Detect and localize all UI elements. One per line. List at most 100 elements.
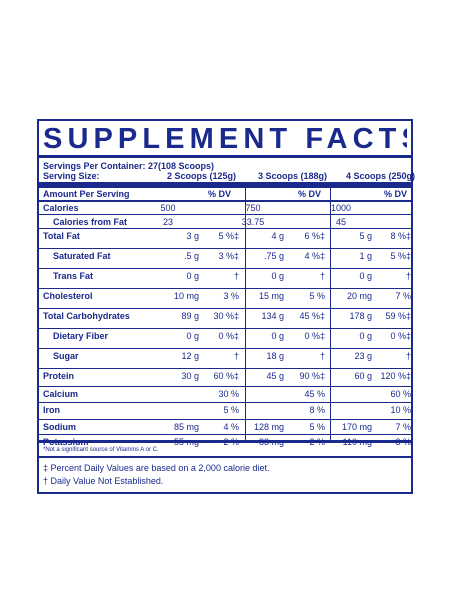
dv-cell: 60 %‡: [213, 371, 239, 381]
amount-cell: 23: [162, 217, 173, 227]
serving-size-2-scoops: 2 Scoops (125g): [167, 171, 237, 181]
dv-cell: 90 %‡: [299, 371, 325, 381]
amount-cell: 4 g: [271, 231, 284, 241]
dv-header-col2: % DV: [297, 189, 321, 199]
amount-cell: 0 g: [186, 331, 199, 341]
amount-cell: 89 g: [181, 311, 199, 321]
footnote-dv-not-established: † Daily Value Not Established.: [43, 476, 164, 486]
amount-cell: 178 g: [349, 311, 372, 321]
row-separator: [39, 348, 411, 349]
amount-cell: 0 g: [271, 331, 284, 341]
dv-cell: 3 %‡: [218, 251, 239, 261]
nutrient-name: Trans Fat: [53, 271, 94, 281]
dv-cell: 5 %: [309, 291, 325, 301]
dv-cell: 0 %‡: [218, 331, 239, 341]
nutrient-name: Dietary Fiber: [53, 331, 109, 341]
amount-cell: 10 mg: [173, 291, 199, 301]
amount-cell: 0 g: [186, 271, 199, 281]
amount-cell: 33.75: [241, 217, 265, 227]
amount-cell: 45 g: [266, 371, 284, 381]
dv-cell: 5 %: [309, 422, 325, 432]
dv-cell: †: [405, 271, 411, 281]
serving-size-4-scoops: 4 Scoops (250g): [346, 171, 416, 181]
dv-cell: 45 %: [304, 389, 325, 399]
dv-cell: 0 %‡: [390, 331, 411, 341]
amount-per-serving: Amount Per Serving: [43, 189, 130, 199]
dv-header-col1: % DV: [207, 189, 231, 199]
column-divider-1: [245, 183, 246, 440]
amount-cell: 0 g: [359, 271, 372, 281]
nutrient-name: Protein: [43, 371, 75, 381]
amount-cell: 1 g: [359, 251, 372, 261]
footnote-percent-dv: ‡ Percent Daily Values are based on a 2,…: [43, 463, 270, 473]
nutrient-name: Calories from Fat: [53, 217, 128, 227]
amount-cell: 750: [245, 203, 261, 213]
row-separator: [39, 434, 411, 435]
dv-cell: 120 %‡: [380, 371, 411, 381]
dv-cell: 59 %‡: [385, 311, 411, 321]
amount-cell: 170 mg: [341, 422, 372, 432]
dv-cell: †: [233, 351, 239, 361]
amount-cell: 30 g: [181, 371, 199, 381]
amount-cell: 15 mg: [258, 291, 284, 301]
dv-cell: †: [233, 271, 239, 281]
amount-cell: 134 g: [261, 311, 284, 321]
row-separator: [39, 268, 411, 269]
dv-cell: 3 %: [223, 291, 239, 301]
row-separator: [39, 402, 411, 403]
row-separator: [39, 214, 411, 215]
dv-cell: †: [319, 351, 325, 361]
dv-cell: 4 %: [223, 422, 239, 432]
nutrient-name: Calories: [43, 203, 79, 213]
dv-cell: 8 %‡: [390, 231, 411, 241]
nutrient-name: Saturated Fat: [53, 251, 111, 261]
amount-cell: 45: [335, 217, 346, 227]
amount-cell: .5 g: [183, 251, 199, 261]
amount-cell: 18 g: [266, 351, 284, 361]
header-rule: [39, 200, 411, 202]
nutrient-name: Total Fat: [43, 231, 80, 241]
nutrient-name: Cholesterol: [43, 291, 93, 301]
dv-cell: 8 %: [309, 405, 325, 415]
column-divider-2: [330, 183, 331, 440]
row-separator: [39, 248, 411, 249]
amount-cell: .75 g: [263, 251, 284, 261]
amount-cell: 23 g: [354, 351, 372, 361]
row-separator: [39, 288, 411, 289]
row-separator: [39, 308, 411, 309]
serving-size-3-scoops: 3 Scoops (188g): [258, 171, 328, 181]
nutrient-name: Total Carbohydrates: [43, 311, 130, 321]
row-separator: [39, 328, 411, 329]
row-separator: [39, 228, 411, 229]
amount-cell: 85 mg: [173, 422, 199, 432]
dv-cell: 6 %‡: [304, 231, 325, 241]
supplement-facts-panel: SUPPLEMENT FACTS Servings Per Container:…: [37, 119, 416, 494]
amount-cell: 60 g: [354, 371, 372, 381]
dv-cell: 0 %‡: [304, 331, 325, 341]
dv-cell: †: [405, 351, 411, 361]
serving-size-label: Serving Size:: [43, 171, 100, 181]
nutrient-name: Sugar: [53, 351, 79, 361]
row-separator: [39, 419, 411, 420]
dv-cell: 7 %: [395, 422, 411, 432]
nutrient-name: Iron: [43, 405, 60, 415]
dv-cell: 5 %‡: [218, 231, 239, 241]
dv-header-col3: % DV: [383, 189, 407, 199]
row-separator: [39, 368, 411, 369]
servings-per-container: Servings Per Container: 27(108 Scoops): [43, 161, 215, 171]
dv-cell: 30 %: [218, 389, 239, 399]
amount-cell: 0 g: [359, 331, 372, 341]
bottom-rule: [39, 440, 411, 443]
footnote-rule: [39, 456, 411, 458]
dv-cell: †: [319, 271, 325, 281]
amount-cell: 1000: [330, 203, 352, 213]
dv-cell: 45 %‡: [299, 311, 325, 321]
dv-cell: 4 %‡: [304, 251, 325, 261]
dv-cell: 5 %‡: [390, 251, 411, 261]
nutrient-name: Sodium: [43, 422, 76, 432]
panel-title: SUPPLEMENT FACTS: [43, 123, 407, 155]
amount-cell: 12 g: [181, 351, 199, 361]
not-significant-note: *Not a significant source of Vitamins A …: [43, 447, 159, 453]
row-separator: [39, 386, 411, 387]
dv-cell: 5 %: [223, 405, 239, 415]
